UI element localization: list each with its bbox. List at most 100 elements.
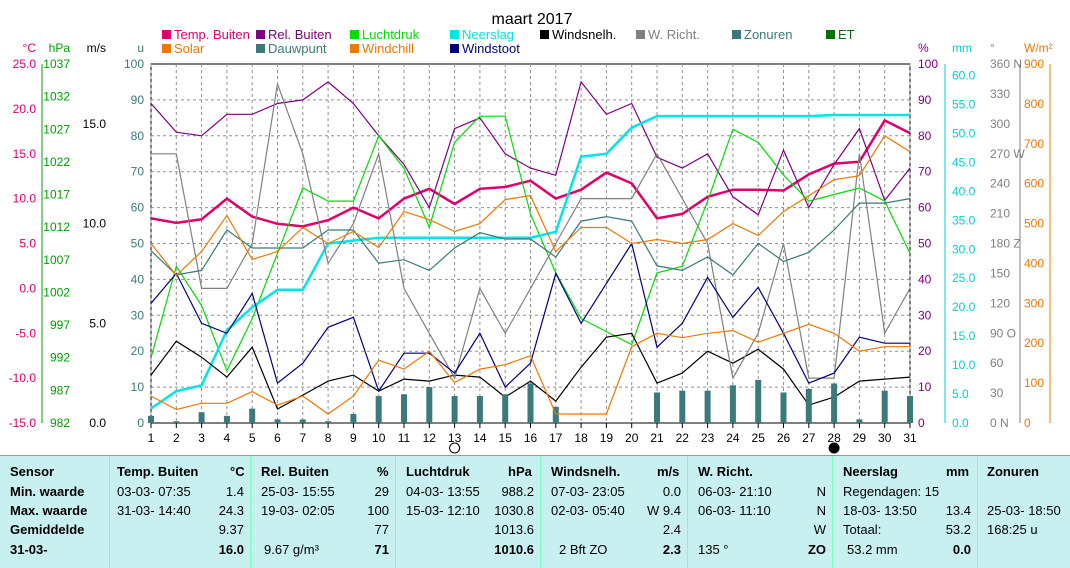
x-tick-label: 26 — [777, 431, 791, 445]
pressure-tick-label: 1002 — [43, 285, 70, 299]
direction-tick-label: 150 — [990, 266, 1010, 280]
wind-current: 2.3 — [662, 542, 681, 557]
rain-tick-label: 60.0 — [952, 69, 976, 83]
x-tick-label: 17 — [549, 431, 563, 445]
direction-tick-label: 30 — [990, 386, 1004, 400]
stats-rain: Neerslag mm Regendagen: 15 18-03- 13:50 … — [832, 456, 977, 568]
zonuren-bar — [325, 421, 332, 423]
legend-swatch — [732, 30, 741, 39]
temp-tick-label: 20.0 — [13, 102, 37, 116]
zonuren-bar — [679, 390, 686, 423]
legend-swatch — [162, 44, 171, 53]
legend-swatch — [636, 30, 645, 39]
zonuren-bar — [755, 379, 762, 423]
u-tick-label: 20 — [131, 344, 145, 358]
x-tick-label: 9 — [350, 431, 357, 445]
rain-current: 0.0 — [952, 542, 971, 557]
x-tick-label: 3 — [198, 431, 205, 445]
dir-max: N — [816, 503, 826, 518]
zonuren-bar — [502, 394, 509, 423]
zonuren-bar — [299, 419, 306, 423]
humidity-tick-label: 60 — [918, 201, 932, 215]
zonuren-bar — [654, 392, 660, 423]
u-tick-label: 90 — [131, 93, 145, 107]
windsnelh--line — [151, 332, 910, 410]
temp-tick-label: 15.0 — [13, 147, 37, 161]
stats-direction: W. Richt. 06-03- 21:10 N 06-03- 11:10 N … — [687, 456, 832, 568]
temp-header: Temp. Buiten — [117, 464, 199, 479]
humidity-tick-label: 40 — [918, 272, 932, 286]
x-tick-label: 6 — [274, 431, 281, 445]
legend-label: Dauwpunt — [268, 41, 327, 56]
statistics-panel: Sensor Min. waarde Max. waarde Gemiddeld… — [0, 455, 1070, 568]
zonuren-bar — [451, 396, 458, 423]
dir-min-time: 06-03- 21:10 — [698, 484, 772, 499]
rain-tick-label: 0.0 — [952, 416, 969, 430]
rain-tick-label: 5.0 — [952, 387, 969, 401]
wind-axis-title: m/s — [87, 41, 106, 55]
temp-buiten-line — [151, 118, 910, 228]
temp-max: 24.3 — [218, 503, 244, 518]
row-label-max: Max. waarde — [10, 503, 88, 518]
direction-tick-label: 300 — [990, 117, 1010, 131]
legend-label: W. Richt. — [648, 27, 700, 42]
dir-max-time: 06-03- 11:10 — [698, 503, 771, 518]
u-tick-label: 100 — [124, 57, 144, 71]
legend-swatch — [450, 44, 459, 53]
dir-header: W. Richt. — [698, 464, 753, 479]
temp-tick-label: 0.0 — [19, 281, 36, 295]
zonuren-bar — [780, 392, 787, 423]
x-tick-label: 7 — [299, 431, 306, 445]
wind-header: Windsnelh. — [551, 464, 621, 479]
legend-label: Rel. Buiten — [268, 27, 332, 42]
temp-max-time: 31-03- 14:40 — [117, 503, 191, 518]
row-label-sensor: Sensor — [10, 464, 55, 479]
temp-avg: 9.37 — [218, 522, 244, 537]
legend-label: Windchill — [362, 41, 414, 56]
direction-axis-title: ° — [990, 41, 995, 55]
humidity-tick-label: 80 — [918, 129, 932, 143]
pressure-tick-label: 1027 — [43, 122, 70, 136]
zonuren-bar — [552, 406, 559, 423]
solar-tick-label: 800 — [1024, 97, 1044, 111]
humidity-tick-label: 10 — [918, 380, 932, 394]
temp-tick-label: -10.0 — [9, 371, 37, 385]
direction-tick-label: 0 N — [990, 416, 1009, 430]
u-tick-label: 0 — [137, 416, 144, 430]
row-label-avg: Gemiddelde — [10, 522, 85, 537]
hum-avg: 77 — [374, 522, 389, 537]
rain-tick-label: 10.0 — [952, 358, 976, 372]
rain-days: Regendagen: 15 — [843, 484, 940, 499]
x-tick-label: 20 — [625, 431, 639, 445]
x-tick-label: 30 — [878, 431, 892, 445]
hum-min-time: 25-03- 15:55 — [261, 484, 335, 499]
press-header: Luchtdruk — [406, 464, 470, 479]
x-tick-label: 27 — [802, 431, 816, 445]
hum-current: 71 — [374, 542, 389, 557]
legend-swatch — [162, 30, 171, 39]
rain-tick-label: 25.0 — [952, 271, 976, 285]
direction-tick-label: 240 — [990, 177, 1010, 191]
press-min: 988.2 — [501, 484, 534, 499]
temp-min-time: 03-03- 07:35 — [117, 484, 191, 499]
zonuren-bar — [881, 390, 888, 423]
wind-max-time: 02-03- 05:40 — [551, 503, 625, 518]
temp-unit: °C — [230, 464, 245, 479]
sun-header: Zonuren — [987, 464, 1039, 479]
legend-label: Zonuren — [744, 27, 792, 42]
press-max: 1030.8 — [494, 503, 534, 518]
pressure-tick-label: 1017 — [43, 188, 70, 202]
temp-current: 16.0 — [218, 542, 244, 557]
u-tick-label: 70 — [131, 165, 145, 179]
x-tick-label: 29 — [853, 431, 867, 445]
temp-tick-label: 25.0 — [13, 57, 37, 71]
luchtdruk-line — [151, 115, 910, 373]
pressure-tick-label: 992 — [50, 351, 70, 365]
row-label-current: 31-03- — [10, 542, 48, 557]
zonuren-bar — [350, 414, 357, 423]
legend-swatch — [350, 30, 359, 39]
humidity-tick-label: 100 — [918, 57, 938, 71]
rain-max: 13.4 — [945, 503, 971, 518]
zonuren-bar — [426, 387, 433, 423]
chart-title: maart 2017 — [492, 11, 573, 28]
